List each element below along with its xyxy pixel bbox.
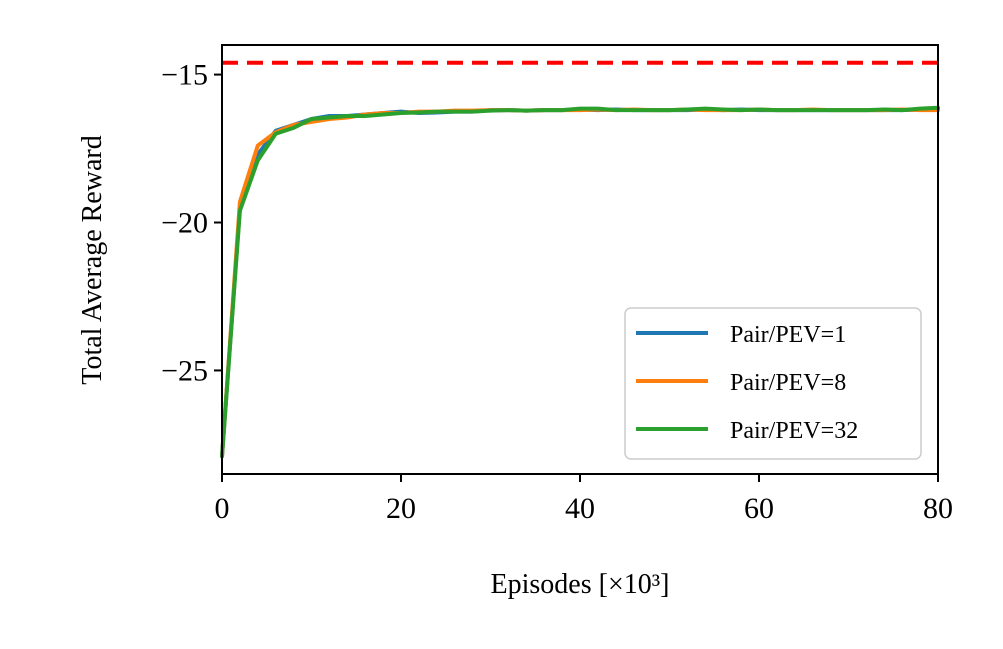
x-tick-label: 60 — [744, 492, 774, 525]
legend-label-1: Pair/PEV=1 — [730, 322, 846, 348]
legend-box — [624, 307, 922, 460]
legend: Pair/PEV=1 Pair/PEV=8 Pair/PEV=32 — [624, 307, 922, 460]
legend-items: Pair/PEV=1 Pair/PEV=8 Pair/PEV=32 — [636, 322, 858, 444]
x-tick-label: 20 — [386, 492, 416, 525]
y-tick-label: −15 — [161, 59, 208, 92]
y-tick-label: −25 — [161, 354, 208, 387]
series-layer — [220, 105, 940, 459]
y-tick-label: −20 — [161, 207, 208, 240]
series-line-3 — [220, 105, 940, 459]
y-axis-label: Total Average Reward — [77, 135, 108, 384]
x-tick-label: 0 — [215, 492, 230, 525]
y-axis: −15 −20 −25 — [161, 59, 222, 387]
legend-label-3: Pair/PEV=32 — [730, 418, 858, 444]
x-axis: 0 20 40 60 80 — [215, 474, 953, 525]
legend-label-2: Pair/PEV=8 — [730, 370, 846, 396]
x-tick-label: 80 — [923, 492, 953, 525]
x-axis-label: Episodes [×10³] — [491, 569, 670, 600]
x-tick-label: 40 — [565, 492, 595, 525]
